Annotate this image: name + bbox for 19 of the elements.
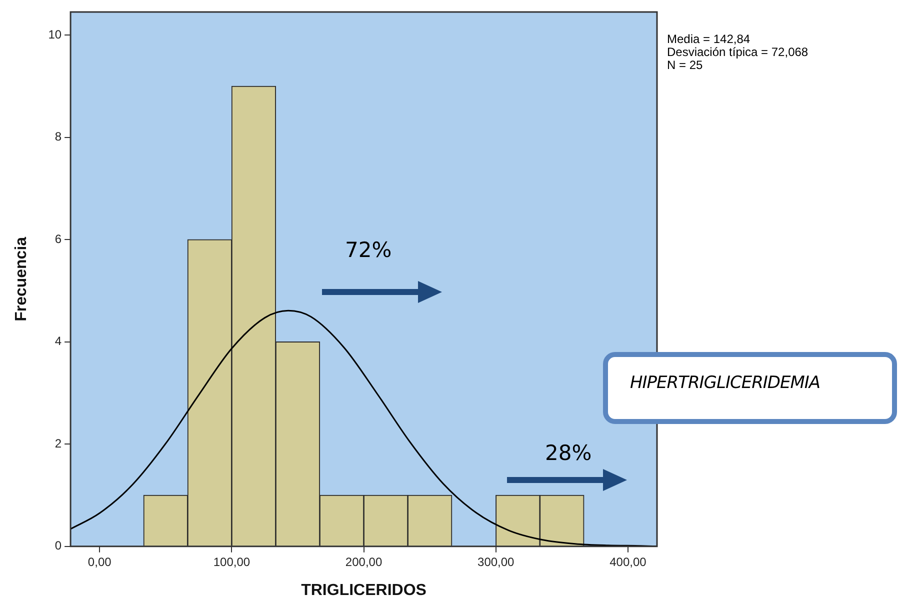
annotation: 28% [545,441,592,465]
y-axis-title: Frecuencia [13,236,30,322]
x-tick-label: 100,00 [213,554,250,569]
annotation: 72% [345,238,392,262]
y-tick-label: 8 [54,130,62,144]
x-axis-title: TRIGLICERIDOS [301,582,427,599]
y-tick-label: 10 [48,27,62,42]
text: Desviación típica = 72,068 [667,45,808,59]
y-tick-label: 2 [54,436,62,450]
x-tick-label: 200,00 [345,554,382,569]
annotation: HIPERTRIGLICERIDEMIA [630,373,820,393]
text: Media = 142,84 [667,32,750,46]
y-tick-label: 4 [54,334,62,348]
x-tick-label: 300,00 [478,554,515,569]
y-tick-label: 0 [54,538,62,553]
text: N = 25 [667,58,703,72]
x-tick-label: 400,00 [610,554,647,569]
x-tick-label: 0,00 [88,554,112,569]
y-tick-label: 6 [54,232,62,246]
